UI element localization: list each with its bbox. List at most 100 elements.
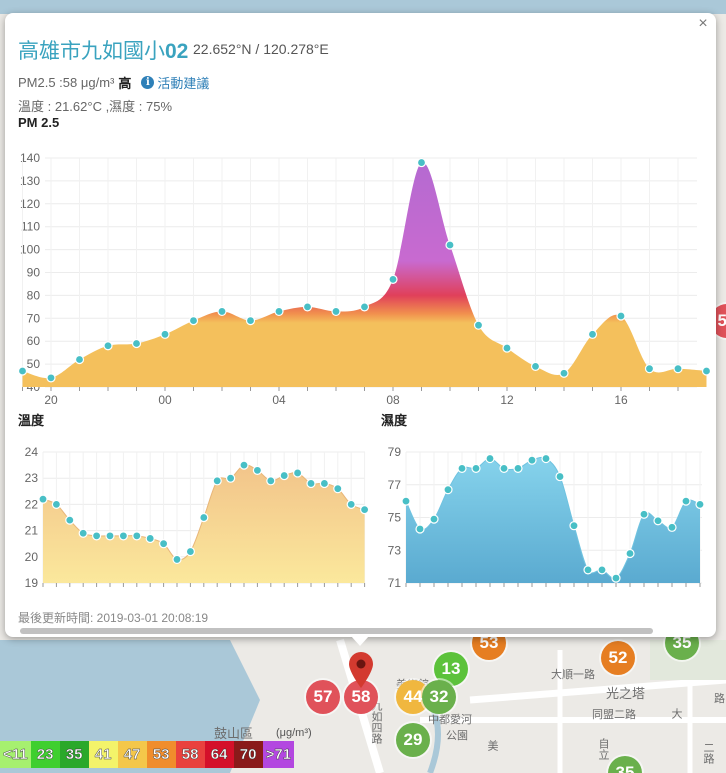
activity-advice-link[interactable]: 活動建議 <box>157 76 210 91</box>
data-point[interactable] <box>530 361 541 371</box>
data-point[interactable] <box>625 548 635 559</box>
data-point[interactable] <box>91 531 102 541</box>
horizontal-scrollbar[interactable] <box>20 628 653 634</box>
pm-chart-title: PM 2.5 <box>18 115 60 130</box>
y-tick-label: 71 <box>388 576 402 590</box>
data-point[interactable] <box>541 453 551 464</box>
data-point[interactable] <box>74 354 85 365</box>
data-point[interactable] <box>226 473 236 483</box>
data-point[interactable] <box>429 514 439 524</box>
data-point[interactable] <box>274 306 284 317</box>
data-point[interactable] <box>38 494 48 504</box>
data-point[interactable] <box>217 306 227 317</box>
map-marker[interactable]: 29 <box>396 723 430 757</box>
data-point[interactable] <box>653 516 663 526</box>
data-point[interactable] <box>527 455 537 465</box>
data-point[interactable] <box>502 343 512 353</box>
data-point[interactable] <box>239 460 249 470</box>
map-marker[interactable]: 35 <box>608 756 642 773</box>
data-point[interactable] <box>199 512 209 523</box>
data-point[interactable] <box>333 484 343 494</box>
popup-tip <box>351 636 369 646</box>
data-point[interactable] <box>159 539 169 549</box>
data-point[interactable] <box>293 468 303 478</box>
data-point[interactable] <box>51 499 62 510</box>
data-point[interactable] <box>359 302 370 312</box>
data-point[interactable] <box>131 338 142 349</box>
y-tick-label: 130 <box>20 174 40 188</box>
data-point[interactable] <box>346 499 356 510</box>
data-point[interactable] <box>559 368 569 378</box>
y-tick-label: 140 <box>20 151 40 165</box>
data-point[interactable] <box>513 463 523 473</box>
data-point[interactable] <box>185 546 195 557</box>
data-point[interactable] <box>252 465 262 475</box>
data-point[interactable] <box>445 240 455 250</box>
data-point[interactable] <box>388 274 398 284</box>
data-point[interactable] <box>583 565 593 575</box>
data-point[interactable] <box>212 476 222 486</box>
data-point[interactable] <box>616 311 626 321</box>
data-point[interactable] <box>78 528 88 538</box>
station-name-suffix: 02 <box>165 40 189 63</box>
data-point[interactable] <box>306 478 316 489</box>
map-marker[interactable]: 57 <box>306 680 340 714</box>
info-icon[interactable]: i <box>141 76 155 89</box>
y-tick-label: 90 <box>27 266 41 280</box>
data-point[interactable] <box>188 315 199 326</box>
data-point[interactable] <box>681 496 691 506</box>
data-point[interactable] <box>319 478 329 489</box>
data-point[interactable] <box>172 554 182 565</box>
temp-chart-title: 溫度 <box>18 413 45 428</box>
data-point[interactable] <box>673 364 683 374</box>
map-label-landmark: 光之塔 <box>606 686 646 701</box>
data-point[interactable] <box>555 471 565 482</box>
legend-cell: 70 <box>233 741 263 768</box>
data-point[interactable] <box>360 505 370 515</box>
data-point[interactable] <box>415 524 425 534</box>
pm-level-badge: 高 <box>118 76 132 91</box>
data-point[interactable] <box>279 470 289 481</box>
map-label-road: 大順一路 <box>551 669 595 681</box>
data-point[interactable] <box>416 157 427 168</box>
data-point[interactable] <box>597 565 607 575</box>
data-point[interactable] <box>17 366 28 376</box>
data-point[interactable] <box>145 533 155 544</box>
data-point[interactable] <box>695 499 705 510</box>
data-point[interactable] <box>331 306 341 317</box>
data-point[interactable] <box>46 373 56 383</box>
data-point[interactable] <box>105 531 115 541</box>
x-tick-label: 16 <box>614 393 628 407</box>
selected-location-pin-icon[interactable] <box>346 650 376 690</box>
data-point[interactable] <box>65 515 75 525</box>
data-point[interactable] <box>611 573 621 583</box>
data-point[interactable] <box>118 531 129 541</box>
legend-cell: 47 <box>117 741 147 768</box>
data-point[interactable] <box>471 463 481 473</box>
y-tick-label: 80 <box>27 288 41 302</box>
map-marker[interactable]: 32 <box>422 680 456 714</box>
data-point[interactable] <box>499 463 509 473</box>
data-point[interactable] <box>443 485 453 495</box>
map-label-park: 中都愛河 <box>428 714 472 726</box>
data-point[interactable] <box>473 320 484 330</box>
data-point[interactable] <box>667 522 677 532</box>
data-point[interactable] <box>103 341 113 351</box>
map-marker[interactable]: 52 <box>601 641 635 675</box>
data-point[interactable] <box>701 366 712 376</box>
series-area <box>22 162 707 387</box>
data-point[interactable] <box>401 496 411 506</box>
close-icon[interactable]: × <box>698 15 708 32</box>
data-point[interactable] <box>302 302 313 312</box>
data-point[interactable] <box>485 453 495 464</box>
data-point[interactable] <box>160 329 170 339</box>
data-point[interactable] <box>569 521 579 531</box>
data-point[interactable] <box>587 329 598 339</box>
data-point[interactable] <box>245 315 256 326</box>
data-point[interactable] <box>457 463 467 473</box>
data-point[interactable] <box>266 476 276 486</box>
data-point[interactable] <box>639 509 649 519</box>
data-point[interactable] <box>644 364 655 374</box>
legend-cell: 35 <box>59 741 89 768</box>
data-point[interactable] <box>132 531 142 541</box>
